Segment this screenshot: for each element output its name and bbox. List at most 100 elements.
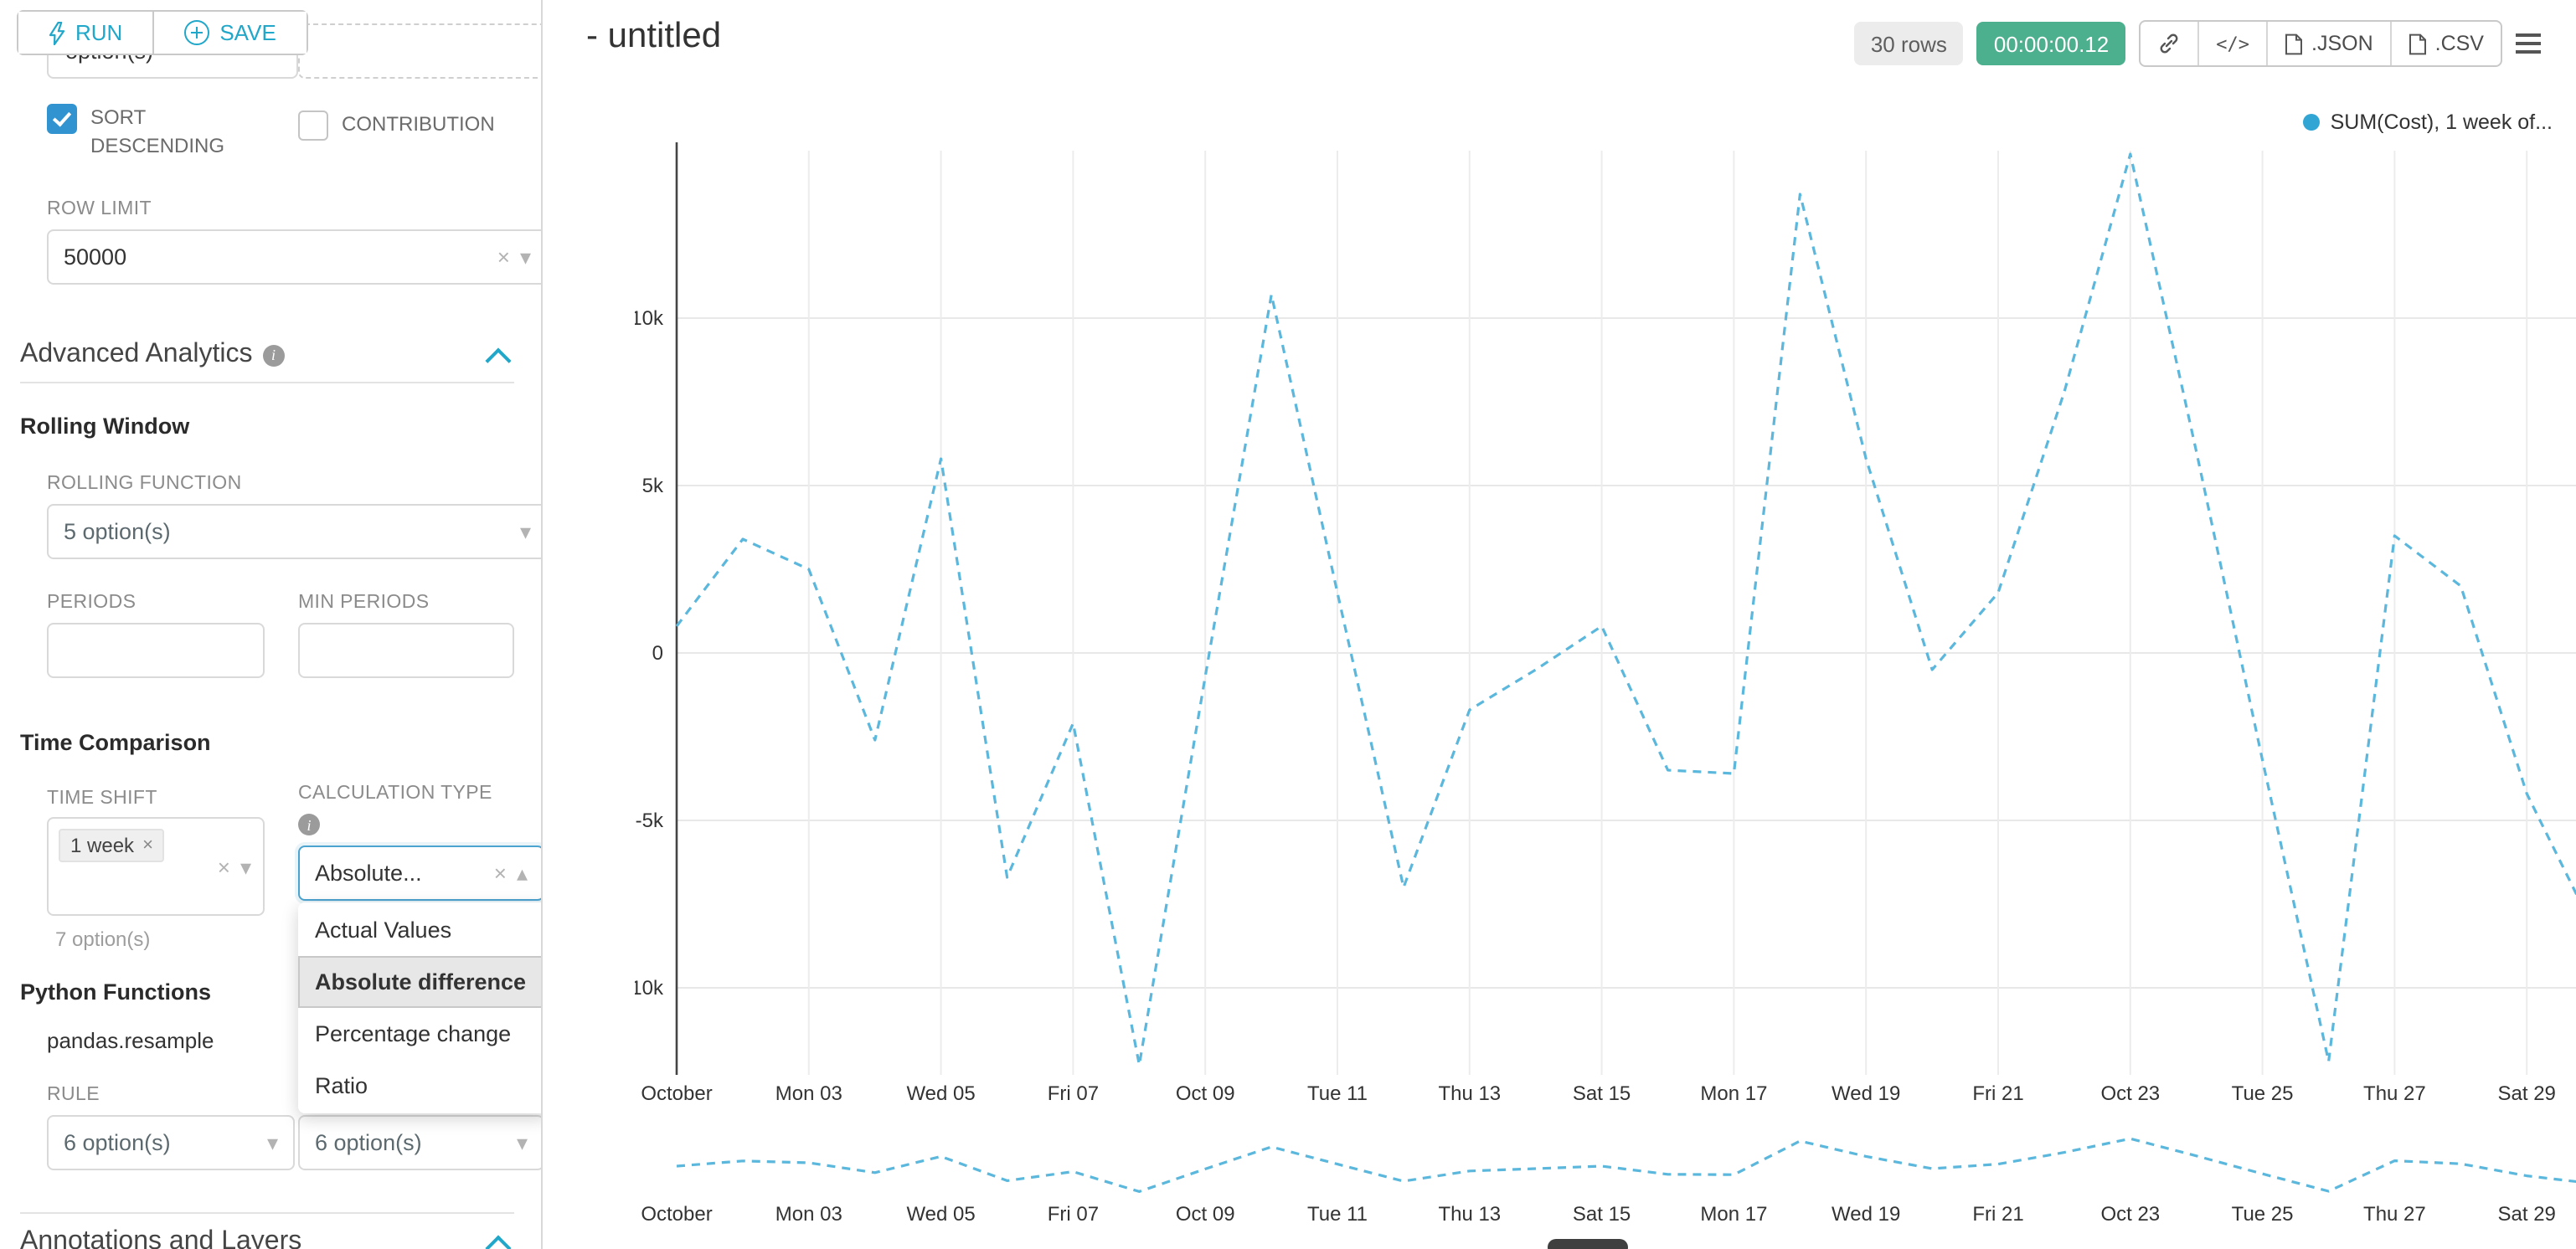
chart-menu-button[interactable] [2516,22,2556,65]
rule-select-secondary-value: 6 option(s) [315,1130,422,1155]
rolling-function-value: 5 option(s) [64,519,171,544]
dropdown-option[interactable]: Actual Values [315,917,452,943]
sort-descending-label: SORT DESCENDING [90,105,225,158]
min-periods-input[interactable] [298,623,514,678]
rolling-function-label: ROLLING FUNCTION [47,474,242,494]
clear-icon[interactable]: × [497,244,510,270]
export-csv-label: .CSV [2434,32,2484,55]
row-count-badge: 30 rows [1853,22,1964,65]
calculation-type-value: Absolute... [315,861,422,886]
dropdown-option[interactable]: Absolute difference [298,956,541,1008]
info-icon: i [262,344,285,366]
svg-text:Mon 17: Mon 17 [1700,1082,1767,1105]
time-shift-tag: 1 week × [59,829,165,862]
calculation-type-select[interactable]: Absolute... × ▴ [298,846,541,901]
scroll-handle[interactable] [1548,1239,1628,1249]
svg-text:Fri 07: Fri 07 [1048,1082,1099,1105]
export-json-label: .JSON [2311,32,2373,55]
time-shift-label: TIME SHIFT [47,789,157,809]
svg-text:Wed 05: Wed 05 [906,1082,975,1105]
caret-down-icon[interactable]: ▾ [519,244,531,270]
svg-text:Oct 23: Oct 23 [2100,1203,2160,1226]
code-icon: </> [2216,33,2249,54]
time-shift-select[interactable]: 1 week × × ▾ [47,817,265,916]
collapse-advanced-icon[interactable] [485,347,512,374]
save-button[interactable]: SAVE [152,12,307,54]
info-icon: i [298,814,320,835]
svg-text:Mon 03: Mon 03 [775,1082,842,1105]
rolling-function-select[interactable]: 5 option(s) ▾ [47,504,541,559]
dropdown-option[interactable]: Ratio [315,1073,368,1098]
svg-text:Mon 17: Mon 17 [1700,1203,1767,1226]
export-csv-button[interactable]: .CSV [2389,22,2501,65]
caret-up-icon[interactable]: ▴ [516,861,528,886]
rule-select-value: 6 option(s) [64,1130,171,1155]
svg-text:Sat 29: Sat 29 [2498,1203,2556,1226]
clear-icon[interactable]: × [217,854,230,879]
periods-input[interactable] [47,623,265,678]
svg-text:Tue 11: Tue 11 [1307,1203,1368,1226]
svg-text:October: October [641,1082,712,1105]
run-button-label: RUN [75,20,123,45]
legend-label: SUM(Cost), 1 week of... [2330,111,2553,134]
svg-text:Sat 29: Sat 29 [2498,1082,2556,1105]
svg-text:Sat 15: Sat 15 [1573,1082,1631,1105]
run-button[interactable]: RUN [18,12,153,54]
main-chart: 10k 5k 0 -5k -10k October Mon 03 Wed 05 Fri 07 Oc… [635,142,2576,1105]
svg-text:Fri 07: Fri 07 [1048,1203,1099,1226]
mini-preview-chart[interactable]: October Mon 03 Wed 05 Fri 07 Oct 09 Tue 11 Thu… [635,1125,2576,1249]
query-timer-badge: 00:00:00.12 [1976,22,2126,65]
annotations-title: Annotations and Layers [20,1227,302,1249]
lightning-icon [49,21,65,44]
advanced-analytics-title: Advanced Analytics [20,340,253,368]
dropdown-option[interactable]: Percentage change [315,1021,512,1046]
svg-text:0: 0 [652,642,663,665]
copy-link-button[interactable] [2141,22,2197,65]
legend-item[interactable]: SUM(Cost), 1 week of... [2303,111,2553,134]
time-shift-tag-label: 1 week [70,834,135,857]
row-limit-select[interactable]: 50000 × ▾ [47,229,541,285]
file-icon [2285,33,2302,54]
svg-text:Thu 27: Thu 27 [2363,1082,2426,1105]
caret-down-icon[interactable]: ▾ [266,1130,278,1155]
svg-text:Fri 21: Fri 21 [1972,1203,2023,1226]
svg-text:Thu 27: Thu 27 [2363,1203,2426,1226]
annotations-header: Annotations and Layers [20,1227,301,1249]
save-button-label: SAVE [219,20,276,45]
caret-down-icon[interactable]: ▾ [240,854,251,879]
partial-dashed-field[interactable] [298,23,541,79]
legend-dot-icon [2303,114,2321,131]
svg-text:-10k: -10k [635,977,664,1000]
caret-down-icon[interactable]: ▾ [516,1130,528,1155]
calculation-type-dropdown: Actual Values Absolute difference Percenta… [298,902,541,1113]
svg-text:Wed 19: Wed 19 [1832,1203,1900,1226]
python-functions-title: Python Functions [20,979,211,1005]
link-icon [2160,33,2178,54]
row-limit-label: ROW LIMIT [47,199,152,219]
chart-area: - untitled 30 rows 00:00:00.12 </> .JSON… [543,0,2576,1249]
time-shift-hint: 7 option(s) [55,928,151,951]
svg-text:Sat 15: Sat 15 [1573,1203,1631,1226]
periods-label: PERIODS [47,593,137,613]
clear-icon[interactable]: × [493,861,507,886]
rule-select-secondary[interactable]: 6 option(s) ▾ [298,1115,541,1170]
rule-select[interactable]: 6 option(s) ▾ [47,1115,295,1170]
contribution-checkbox[interactable] [298,111,328,141]
svg-text:Oct 09: Oct 09 [1176,1203,1235,1226]
svg-text:Tue 11: Tue 11 [1307,1082,1368,1105]
svg-text:10k: 10k [635,307,664,330]
svg-text:Wed 05: Wed 05 [906,1203,975,1226]
export-json-button[interactable]: .JSON [2266,22,2390,65]
embed-code-button[interactable]: </> [2197,22,2266,65]
svg-text:5k: 5k [642,475,664,497]
save-plus-icon [184,20,210,45]
caret-down-icon[interactable]: ▾ [519,519,531,544]
tag-remove-icon[interactable]: × [142,835,153,856]
svg-text:Oct 09: Oct 09 [1176,1082,1235,1105]
svg-text:Oct 23: Oct 23 [2100,1082,2160,1105]
sort-descending-checkbox[interactable] [47,104,77,134]
svg-text:-5k: -5k [636,810,664,832]
collapse-annotations-icon[interactable] [485,1235,512,1249]
pandas-resample-label: pandas.resample [47,1028,214,1053]
